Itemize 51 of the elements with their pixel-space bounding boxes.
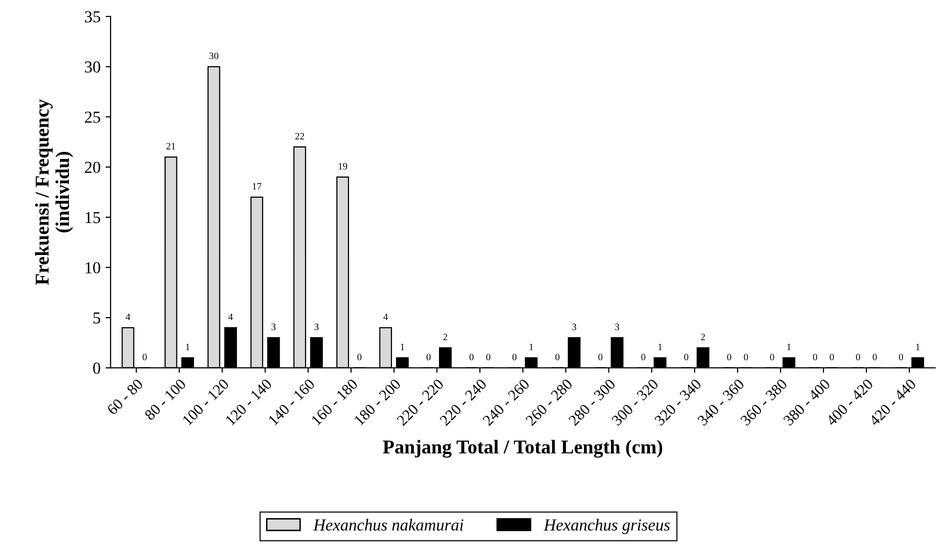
- data-label: 0: [598, 354, 602, 360]
- data-label: 3: [272, 324, 276, 330]
- data-label: 0: [357, 354, 362, 360]
- data-label: 4: [383, 314, 388, 320]
- data-label: 0: [727, 354, 732, 360]
- data-label: 2: [701, 334, 705, 340]
- y-tick-label: 0: [93, 362, 100, 374]
- y-tick-label: 10: [86, 262, 100, 274]
- data-label: 21: [166, 142, 176, 150]
- data-label: 0: [898, 354, 904, 360]
- data-label: 1: [186, 344, 190, 350]
- data-label: 22: [295, 132, 304, 140]
- legend-label: Hexanchus griseus: [544, 518, 670, 534]
- data-label: 2: [443, 334, 448, 340]
- data-label: 0: [142, 354, 147, 360]
- y-tick-label: 35: [84, 11, 100, 22]
- data-label: 19: [338, 163, 348, 170]
- data-label: 1: [787, 344, 791, 350]
- y-tick-label: 30: [84, 61, 100, 73]
- data-label: 3: [572, 324, 576, 330]
- data-label: 0: [555, 354, 560, 360]
- y-tick-label: 20: [84, 162, 100, 173]
- data-label: 3: [615, 324, 620, 330]
- y-tick-label: 15: [86, 212, 100, 224]
- data-label: 0: [830, 354, 834, 360]
- data-label: 0: [872, 354, 877, 360]
- data-label: 0: [486, 354, 490, 360]
- data-label: 1: [916, 344, 920, 350]
- legend-label: Hexanchus nakamurai: [313, 518, 464, 531]
- y-tick-label: 5: [93, 312, 100, 324]
- data-label: 3: [314, 324, 319, 330]
- data-label: 0: [813, 354, 818, 360]
- data-label: 1: [658, 344, 662, 350]
- data-label: 4: [126, 314, 130, 320]
- data-label: 0: [744, 354, 748, 360]
- data-label: 0: [856, 354, 860, 360]
- data-label: 30: [209, 52, 218, 60]
- data-label: 0: [426, 354, 431, 360]
- data-label: 0: [512, 354, 517, 360]
- data-label: 0: [641, 354, 646, 360]
- data-label: 17: [252, 183, 262, 190]
- x-tick-label: 60 - 80: [106, 378, 144, 416]
- x-axis-title: Panjang Total / Total Length (cm): [382, 440, 662, 458]
- data-label: 0: [684, 354, 688, 360]
- data-label: 4: [228, 314, 233, 320]
- y-axis-title: Frekuensi / Frequency (individu): [35, 99, 74, 285]
- data-label: 0: [770, 354, 774, 360]
- data-label: 1: [530, 344, 534, 350]
- data-label: 1: [400, 344, 404, 350]
- data-label: 0: [469, 354, 474, 360]
- y-tick-label: 25: [84, 112, 100, 123]
